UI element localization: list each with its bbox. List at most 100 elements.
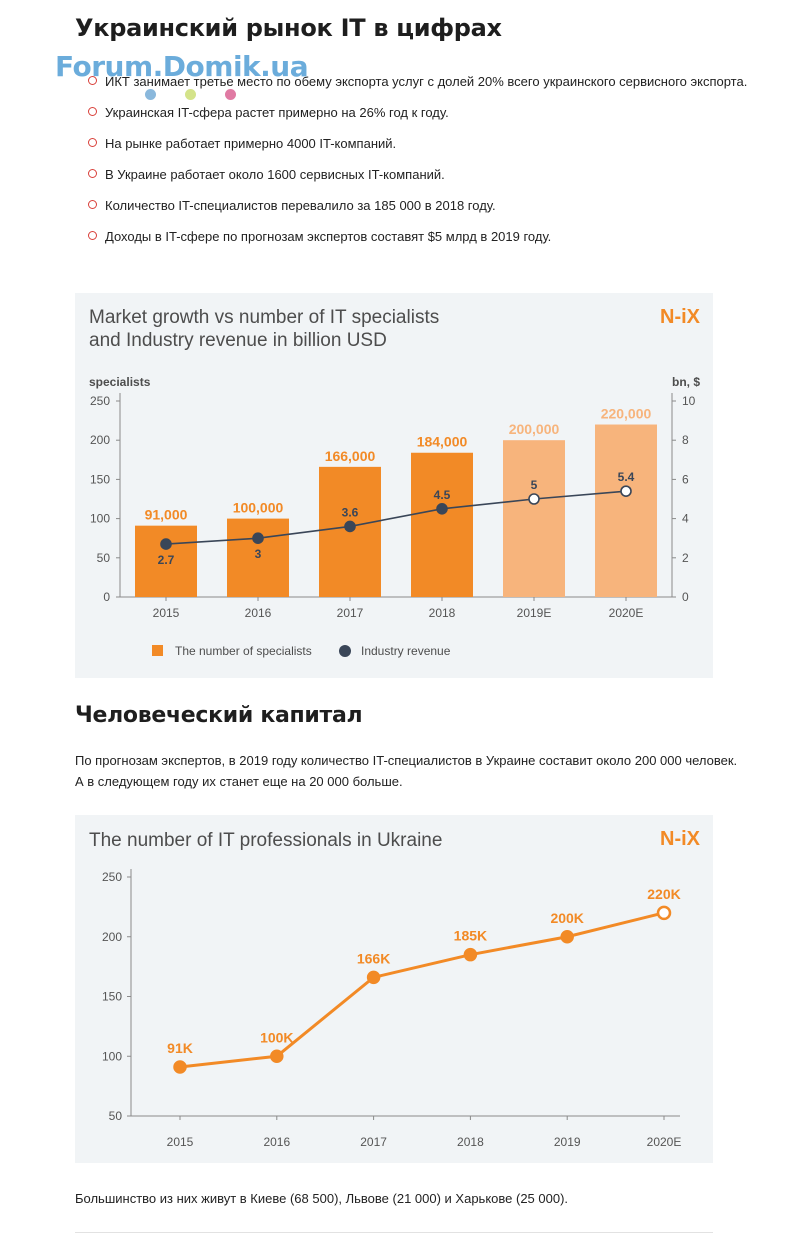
- bullet-circle-icon: [88, 76, 97, 85]
- legend-label: Industry revenue: [361, 644, 451, 658]
- x-axis-tick-label: 2020E: [609, 606, 644, 620]
- data-point: [463, 947, 478, 962]
- legend-marker-line: [339, 645, 351, 657]
- x-axis-tick-label: 2017: [360, 1135, 387, 1149]
- data-value-label: 200K: [550, 910, 583, 926]
- right-axis-tick-label: 6: [682, 472, 689, 486]
- list-item: Количество IT-специалистов перевалило за…: [88, 196, 748, 215]
- professionals-line: [179, 911, 665, 1069]
- data-value-label: 91K: [167, 1040, 193, 1056]
- right-axis-label: bn, $: [672, 375, 700, 389]
- list-item: ИКТ занимает третье место по обему экспо…: [88, 72, 748, 91]
- data-point: [270, 1049, 284, 1063]
- bar: [503, 440, 565, 597]
- list-item-text: В Украине работает около 1600 сервисных …: [105, 167, 445, 182]
- chart-title: The number of IT professionals in Ukrain…: [89, 830, 442, 851]
- data-point: [656, 905, 672, 921]
- bullet-circle-icon: [88, 138, 97, 147]
- x-axis-tick-label: 2019: [554, 1135, 581, 1149]
- cities-paragraph: Большинство из них живут в Киеве (68 500…: [75, 1191, 569, 1206]
- y-axis-tick-label: 150: [102, 990, 122, 1004]
- list-item-text: ИКТ занимает третье место по обему экспо…: [105, 74, 748, 89]
- y-axis-tick-label: 250: [102, 870, 122, 884]
- list-item: Украинская IT-сфера растет примерно на 2…: [88, 103, 748, 122]
- x-axis-tick-label: 2015: [153, 606, 180, 620]
- bar-value-label: 184,000: [417, 434, 468, 450]
- y-axis-tick-label: 50: [109, 1109, 123, 1123]
- brand-logo: N-iX: [660, 828, 701, 850]
- list-item: На рынке работает примерно 4000 IT-компа…: [88, 134, 748, 153]
- revenue-line: [165, 490, 627, 545]
- y-axis-tick-label: 100: [102, 1049, 122, 1063]
- bar: [135, 525, 197, 597]
- bar-value-label: 220,000: [601, 406, 652, 422]
- list-item-text: На рынке работает примерно 4000 IT-компа…: [105, 136, 397, 151]
- divider: [75, 1232, 713, 1233]
- left-axis-tick-label: 150: [90, 472, 110, 486]
- bar: [227, 518, 289, 597]
- left-axis-tick-label: 0: [103, 590, 110, 604]
- chart-title: and Industry revenue in billion USD: [89, 330, 387, 351]
- y-axis-tick-label: 200: [102, 930, 122, 944]
- bullet-circle-icon: [88, 231, 97, 240]
- revenue-point: [344, 520, 356, 533]
- revenue-point: [620, 485, 632, 497]
- bar-value-label: 91,000: [145, 507, 188, 523]
- x-axis-tick-label: 2018: [457, 1135, 484, 1149]
- list-item-text: Украинская IT-сфера растет примерно на 2…: [105, 105, 449, 120]
- x-axis-tick-label: 2019E: [517, 606, 552, 620]
- bar-value-label: 166,000: [325, 448, 376, 464]
- data-point: [173, 1060, 187, 1074]
- left-axis-tick-label: 100: [90, 512, 110, 526]
- bar: [411, 452, 473, 597]
- list-item-text: Доходы в IT-сфере по прогнозам экспертов…: [105, 229, 552, 244]
- market-facts-list: ИКТ занимает третье место по обему экспо…: [88, 72, 748, 258]
- revenue-value-label: 3.6: [342, 505, 359, 519]
- x-axis-tick-label: 2020E: [647, 1135, 682, 1149]
- market-growth-chart-svg: Market growth vs number of IT specialist…: [89, 306, 701, 658]
- watermark-dot: [185, 89, 196, 100]
- revenue-value-label: 5.4: [618, 470, 635, 484]
- it-professionals-chart: The number of IT professionals in Ukrain…: [75, 815, 713, 1163]
- legend-label: The number of specialists: [175, 644, 312, 658]
- x-axis-tick-label: 2016: [263, 1135, 290, 1149]
- x-axis-tick-label: 2016: [245, 606, 272, 620]
- revenue-value-label: 3: [255, 547, 262, 561]
- revenue-value-label: 5: [531, 478, 538, 492]
- bar: [595, 424, 657, 597]
- revenue-value-label: 2.7: [158, 553, 175, 567]
- left-axis-tick-label: 200: [90, 433, 110, 447]
- legend-marker-bar: [152, 645, 163, 656]
- data-value-label: 220K: [647, 886, 680, 902]
- chart-title: Market growth vs number of IT specialist…: [89, 307, 439, 328]
- it-professionals-chart-svg: The number of IT professionals in Ukrain…: [89, 828, 701, 1149]
- list-item-text: Количество IT-специалистов перевалило за…: [105, 198, 496, 213]
- x-axis-tick-label: 2018: [429, 606, 456, 620]
- list-item: Доходы в IT-сфере по прогнозам экспертов…: [88, 227, 748, 246]
- left-axis-tick-label: 50: [97, 551, 111, 565]
- brand-logo: N-iX: [660, 306, 701, 328]
- human-capital-paragraph: По прогнозам экспертов, в 2019 году коли…: [75, 753, 738, 789]
- watermark-dot: [145, 89, 156, 100]
- right-axis-tick-label: 8: [682, 433, 689, 447]
- left-axis-label: specialists: [89, 375, 151, 389]
- revenue-point: [436, 503, 448, 515]
- right-axis-tick-label: 0: [682, 590, 689, 604]
- data-point: [366, 970, 381, 985]
- revenue-point: [160, 538, 172, 550]
- bar-value-label: 100,000: [233, 500, 284, 516]
- revenue-point: [252, 532, 264, 544]
- section-title-human-capital: Человеческий капитал: [75, 703, 363, 728]
- bullet-circle-icon: [88, 107, 97, 116]
- data-value-label: 100K: [260, 1029, 293, 1045]
- bullet-circle-icon: [88, 200, 97, 209]
- data-point: [560, 930, 574, 944]
- x-axis-tick-label: 2015: [167, 1135, 194, 1149]
- right-axis-tick-label: 2: [682, 551, 689, 565]
- section-title-market: Украинский рынок IT в цифрах: [75, 14, 502, 42]
- data-value-label: 166K: [357, 950, 390, 966]
- left-axis-tick-label: 250: [90, 394, 110, 408]
- list-item: В Украине работает около 1600 сервисных …: [88, 165, 748, 184]
- revenue-point: [528, 493, 540, 505]
- bar-value-label: 200,000: [509, 421, 560, 437]
